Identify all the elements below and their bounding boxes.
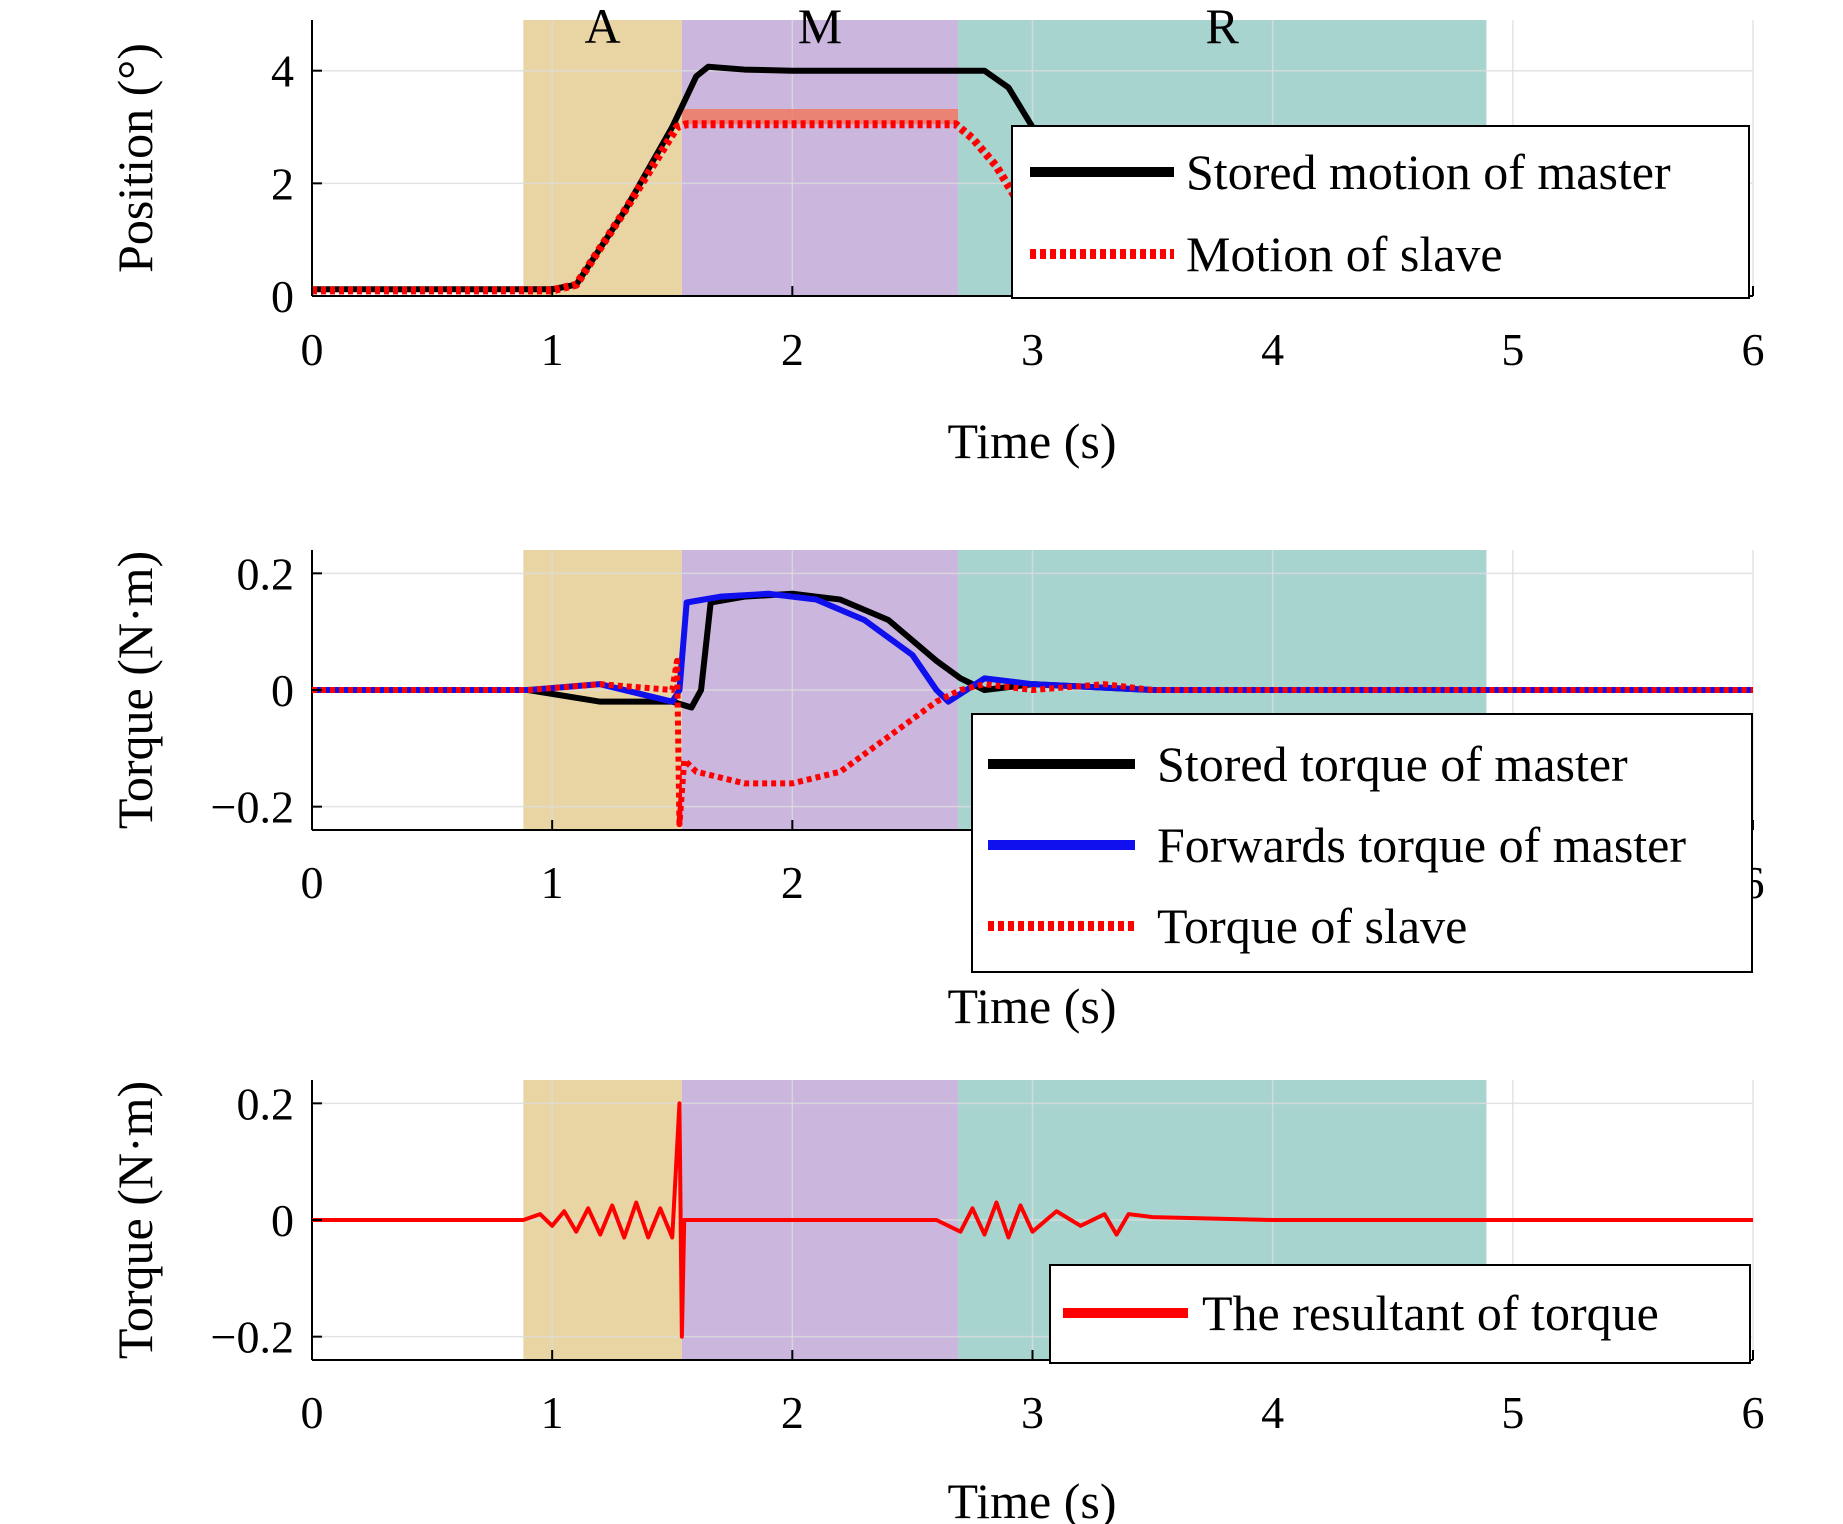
y-tick-label: 0: [271, 665, 294, 716]
legend-label: Motion of slave: [1186, 226, 1503, 282]
legend-label: Forwards torque of master: [1157, 817, 1686, 873]
x-axis-label: Time (s): [947, 413, 1116, 469]
x-tick-label: 2: [781, 857, 804, 908]
x-tick-label: 0: [301, 324, 324, 375]
x-tick-label: 5: [1501, 324, 1524, 375]
phase-label: R: [1206, 0, 1240, 54]
series-line-1: [312, 590, 1753, 705]
phase-region-1: [681, 20, 959, 296]
x-tick-label: 1: [541, 857, 564, 908]
x-axis-label: Time (s): [947, 978, 1116, 1034]
x-tick-label: 5: [1501, 1387, 1524, 1438]
x-axis-label: Time (s): [947, 1473, 1116, 1524]
y-tick-label: 0: [271, 271, 294, 322]
legend: Stored torque of master Forwards torque o…: [971, 713, 1753, 973]
y-tick-label: −0.2: [211, 782, 294, 833]
legend-label: The resultant of torque: [1202, 1285, 1659, 1341]
series-line-0: [312, 1101, 1753, 1339]
data-series: [312, 590, 1753, 828]
x-tick-label: 2: [781, 1387, 804, 1438]
phase-label: M: [798, 0, 842, 54]
x-tick-label: 6: [1742, 324, 1765, 375]
legend-label: Stored torque of master: [1157, 736, 1628, 792]
x-tick-label: 3: [1021, 324, 1044, 375]
x-tick-label: 1: [541, 1387, 564, 1438]
series-line-2: [312, 657, 1753, 828]
x-tick-label: 0: [301, 857, 324, 908]
x-tick-label: 4: [1261, 1387, 1284, 1438]
legend-box: [1011, 125, 1750, 299]
series-line-1: [312, 120, 1024, 295]
legend: Stored motion of master Motion of slave: [1011, 125, 1750, 299]
data-series: [312, 63, 1036, 295]
y-tick-label: 0: [271, 1195, 294, 1246]
x-tick-label: 2: [781, 324, 804, 375]
phase-label: A: [585, 0, 621, 54]
position-chart: A M R 0 1 2 3 4 5 6 0 2 4 Time (s) Position (°) Sto…: [107, 0, 1765, 469]
y-tick-label: −0.2: [211, 1312, 294, 1363]
legend-label: Torque of slave: [1157, 898, 1467, 954]
x-tick-label: 4: [1261, 324, 1284, 375]
y-axis-label: Position (°): [107, 43, 163, 273]
x-tick-label: 3: [1021, 1387, 1044, 1438]
y-tick-label: 4: [271, 46, 294, 97]
y-tick-label: 0.2: [237, 1078, 295, 1129]
legend-label: Stored motion of master: [1186, 144, 1671, 200]
x-tick-label: 0: [301, 1387, 324, 1438]
y-tick-label: 0.2: [237, 548, 295, 599]
x-tick-label: 6: [1742, 1387, 1765, 1438]
y-axis-label: Torque (N·m): [107, 1081, 163, 1359]
legend: The resultant of torque: [1049, 1264, 1751, 1364]
resultant-torque-chart: 0 1 2 3 4 5 60.20−0.2 Time (s) Torque (N·m) Th…: [107, 1078, 1765, 1524]
x-tick-label: 1: [541, 324, 564, 375]
tick-labels: 0 1 2 3 4 5 6 0 2 4: [271, 46, 1765, 375]
y-tick-label: 2: [271, 158, 294, 209]
data-series: [312, 1101, 1753, 1339]
y-axis-label: Torque (N·m): [107, 551, 163, 829]
